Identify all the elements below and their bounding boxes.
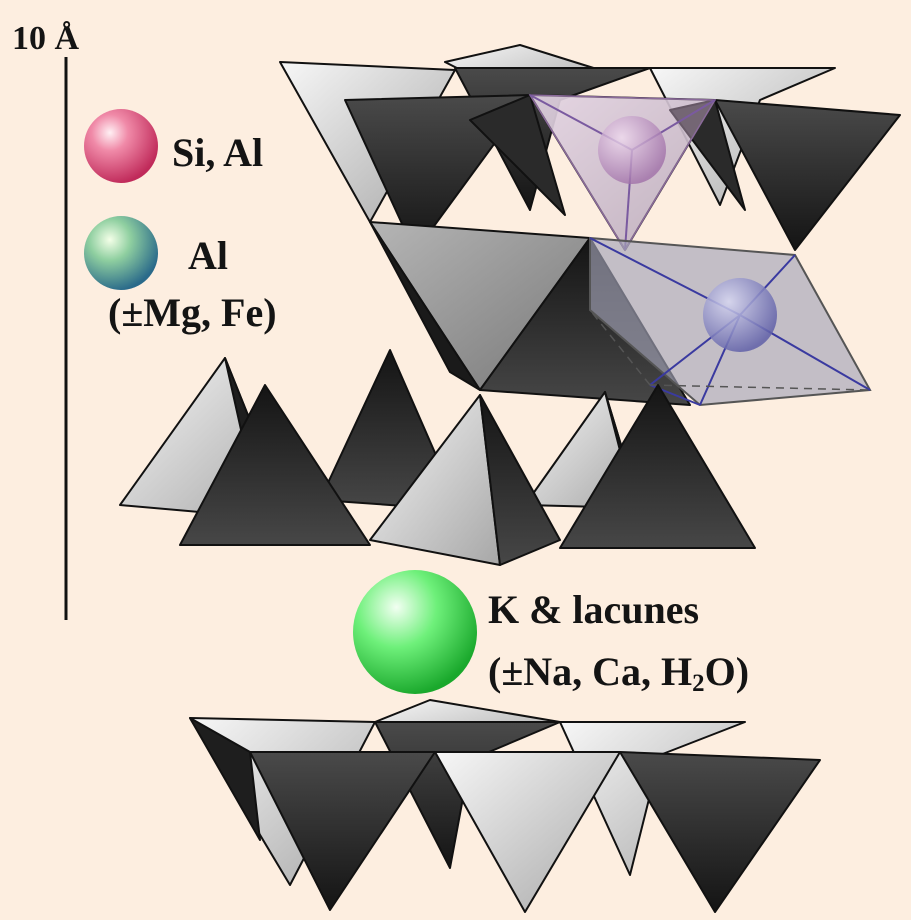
al-substitution-label: (±Mg, Fe) [108,290,277,335]
k-substitution-text-b: O) [704,649,750,694]
al-label: Al [188,233,228,278]
si-al-label: Si, Al [172,130,264,175]
bottom-tetrahedral-sheet [189,699,821,913]
k-sphere [353,570,477,694]
highlighted-octahedron [589,236,872,407]
middle-tetrahedral-sheet [119,349,756,566]
k-substitution-subscript: 2 [692,670,705,698]
k-substitution-text-a: (±Na, Ca, H [488,649,693,694]
al-sphere [84,216,158,290]
octahedral-sheet [369,221,691,406]
scale-bar-label: 10 Å [12,20,80,57]
highlighted-tetrahedron [528,94,717,252]
k-label: K & lacunes [488,587,700,632]
k-substitution-label: (±Na, Ca, H2O) [488,652,749,697]
si-al-sphere [84,109,158,183]
